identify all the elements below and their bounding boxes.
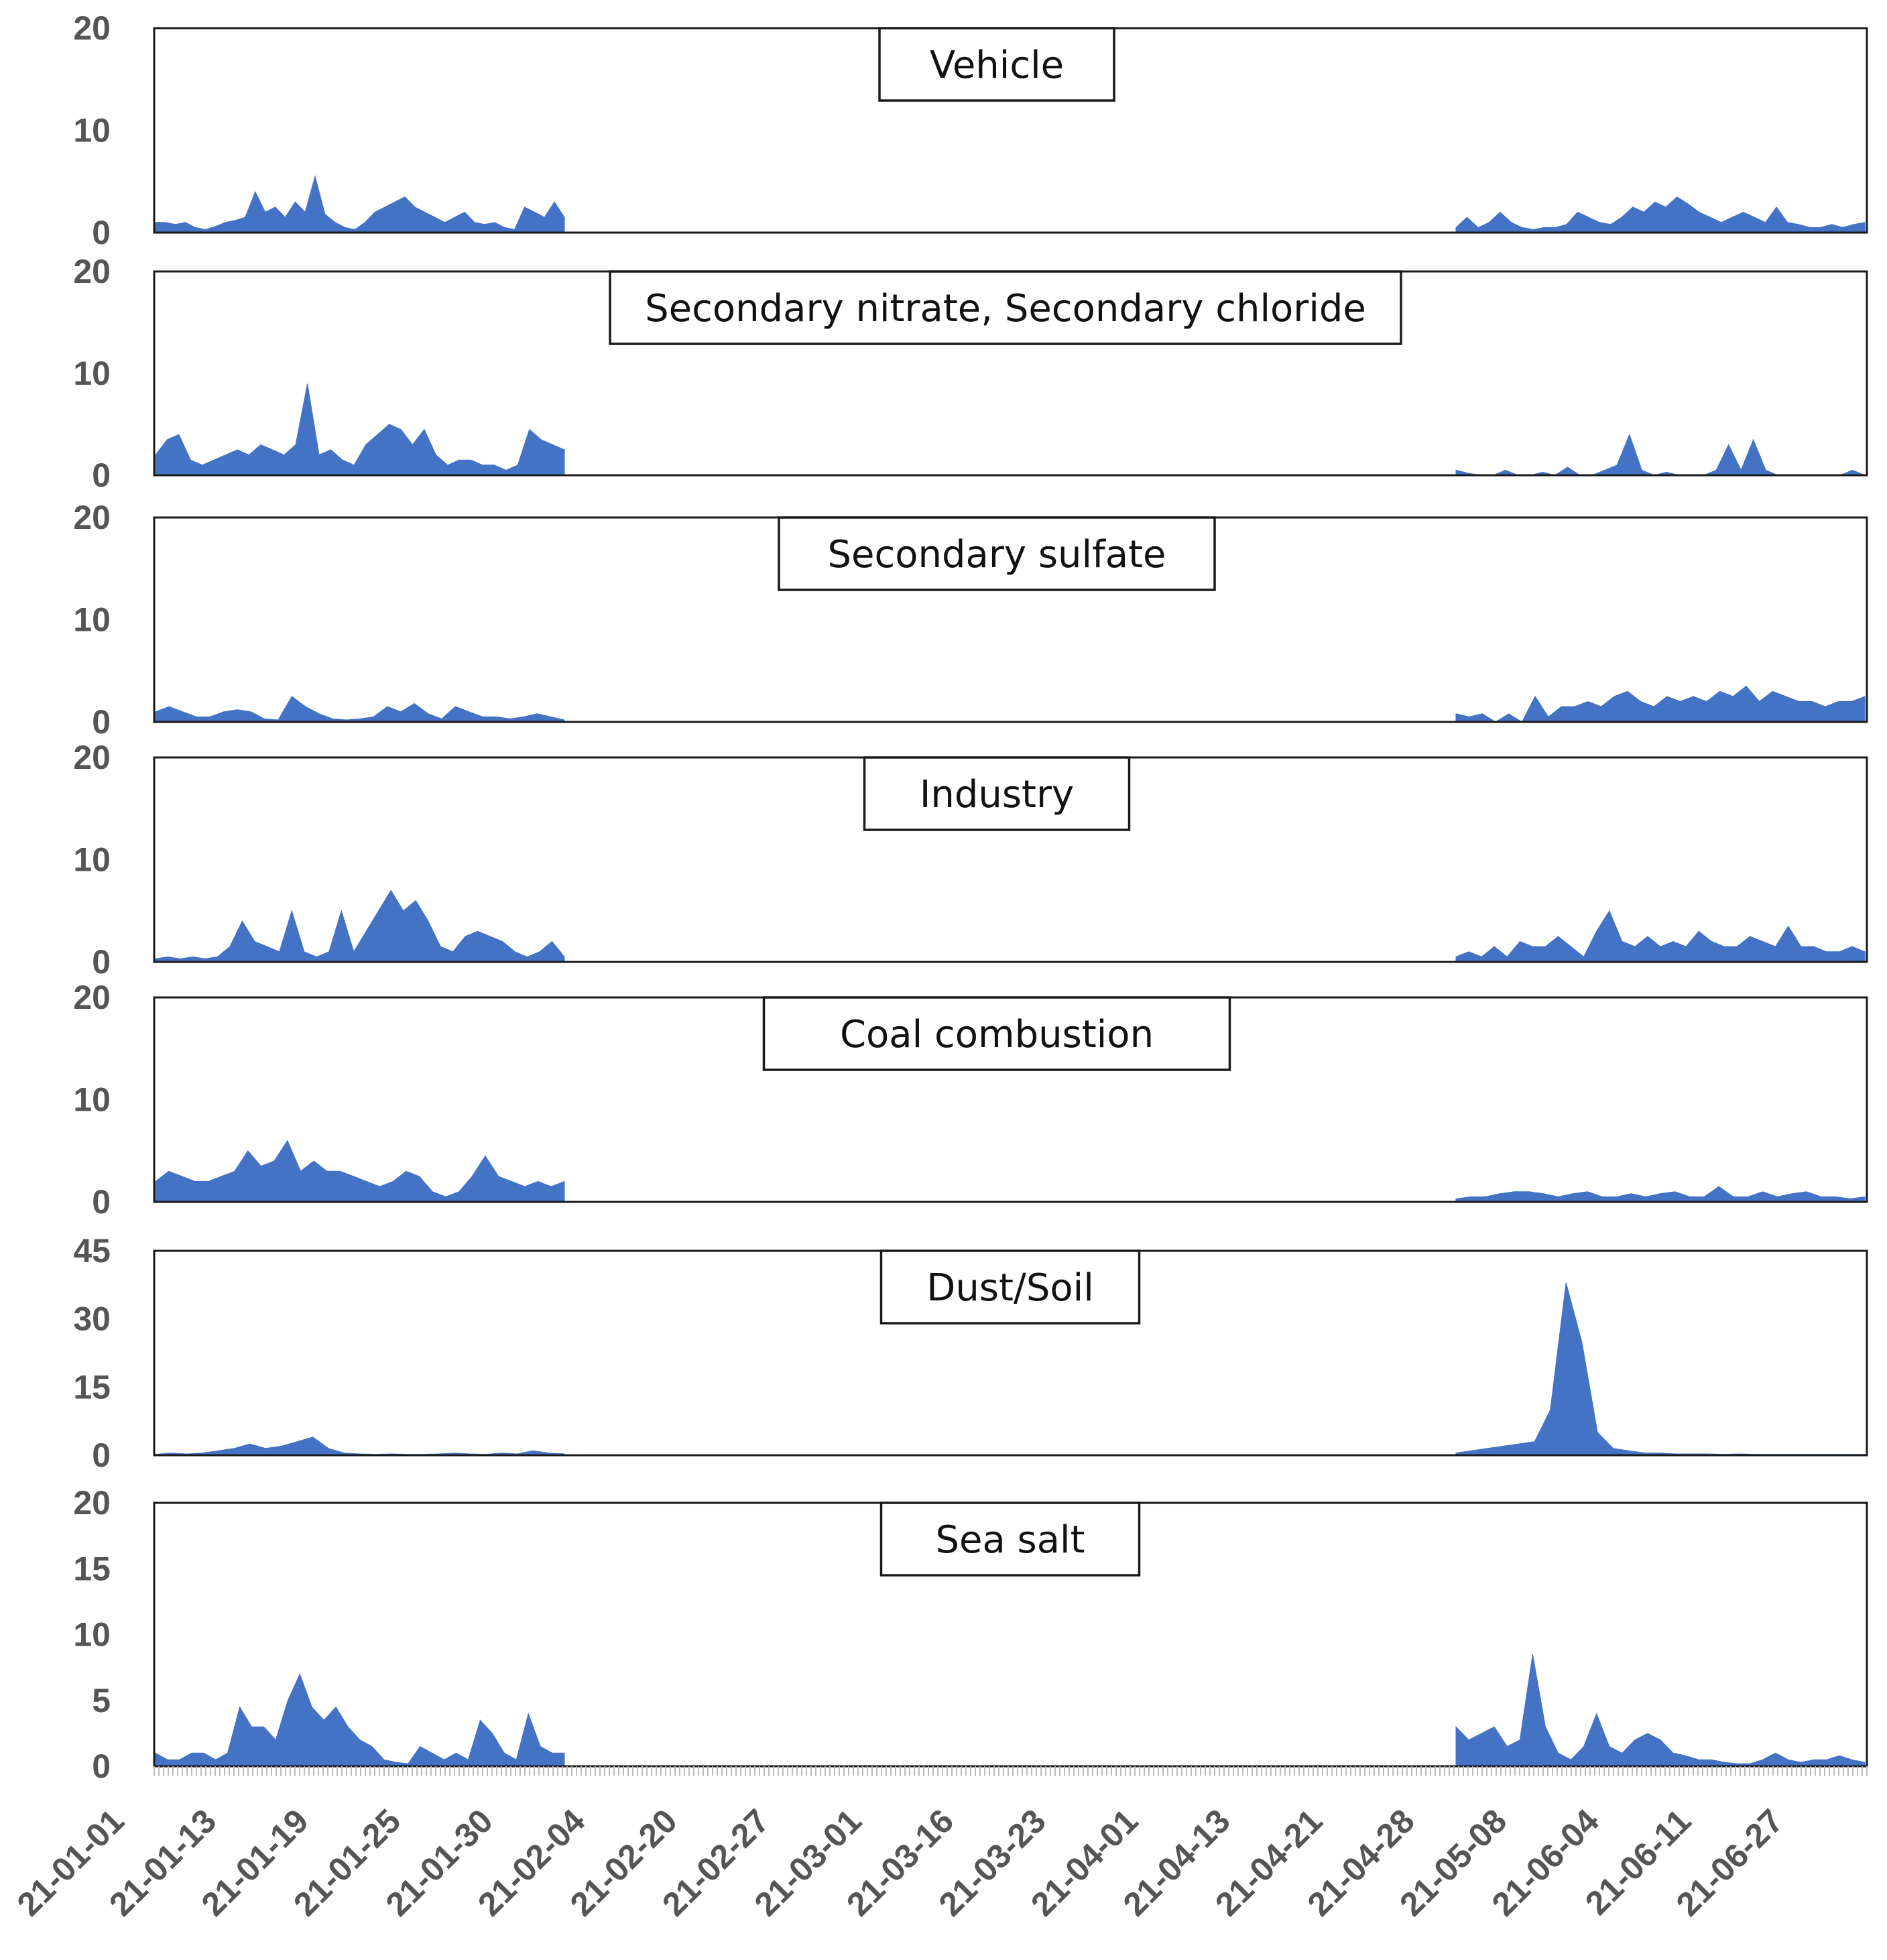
panel-title: Dust/Soil [926,1266,1094,1310]
y-tick-label: 0 [92,1748,111,1785]
y-tick-label: 20 [73,979,111,1016]
y-tick-label: 0 [92,1436,111,1474]
area-series-period1 [155,383,565,476]
y-tick-label: 15 [73,1550,111,1587]
y-tick-label: 20 [73,253,111,290]
panel-1: 0 10 20 Vehicle [73,9,1868,251]
area-series-period1 [155,890,565,963]
panel-6: 0 15 30 45 Dust/Soil [73,1232,1868,1474]
area-series-period1 [155,1140,565,1203]
y-tick-label: 20 [73,1484,111,1522]
y-tick-label: 10 [73,112,111,149]
panel-2: 0 10 20 Secondary nitrate, Secondary chlori… [73,253,1868,494]
y-tick-label: 30 [73,1300,111,1338]
panel-3: 0 10 20 Secondary sulfate [73,499,1868,741]
panel-title: Industry [920,773,1074,816]
y-tick-label: 10 [73,1616,111,1654]
y-tick-label: 10 [73,601,111,639]
area-series-period2 [1455,1186,1866,1203]
y-tick-label: 20 [73,739,111,776]
panel-title-box [878,27,1115,102]
panel-title-box [778,516,1216,591]
x-minor-ticks [154,1766,1868,1776]
panel-4: 0 10 20 Industry [73,739,1868,981]
area-series-period1 [155,696,565,723]
area-series-period2 [1455,910,1866,963]
area-series-period2 [1455,685,1866,723]
panel-7: 0 5 10 15 20 Sea salt [73,1484,1868,1785]
y-tick-label: 45 [73,1232,111,1270]
y-tick-label: 10 [73,1081,111,1119]
panel-5: 0 10 20 Coal combustion [73,979,1868,1221]
y-tick-label: 20 [73,499,111,536]
panel-title: Sea salt [935,1518,1085,1562]
y-tick-label: 0 [92,703,111,741]
area-series-period2 [1455,196,1866,233]
area-series-period1 [155,1436,565,1456]
area-series-period2 [1455,433,1866,476]
panel-title-box [879,1502,1141,1577]
panel-title-box [879,1249,1141,1325]
y-tick-label: 0 [92,1183,111,1221]
y-tick-label: 15 [73,1368,111,1406]
y-tick-label: 20 [73,9,111,47]
panel-title: Secondary nitrate, Secondary chloride [645,287,1366,330]
area-series-period1 [155,175,565,233]
x-axis-labels: 21-01-0121-01-1321-01-1921-01-2521-01-30… [10,1802,1790,1923]
panel-title-box [609,270,1402,345]
area-series-period2 [1455,1654,1866,1767]
panel-title-box [863,756,1131,831]
y-tick-label: 10 [73,841,111,879]
area-series-period2 [1455,1282,1866,1456]
y-tick-label: 10 [73,355,111,392]
y-tick-label: 0 [92,214,111,251]
panel-title: Vehicle [930,44,1064,87]
panel-title: Coal combustion [840,1013,1154,1056]
y-tick-label: 0 [92,943,111,981]
y-tick-label: 5 [92,1682,111,1719]
panel-title-box [762,996,1231,1071]
y-tick-label: 0 [92,456,111,494]
area-series-period1 [155,1673,565,1767]
panel-title: Secondary sulfate [827,533,1166,576]
